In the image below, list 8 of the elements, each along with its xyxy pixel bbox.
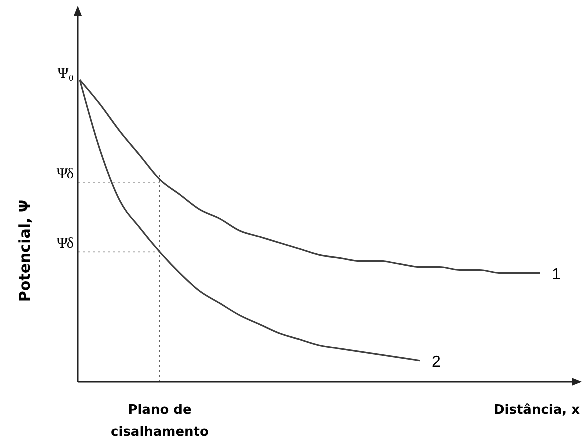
ref-line-label: Ψδ xyxy=(56,166,74,183)
x-axis-title: Distância, x xyxy=(494,403,581,418)
annotation: Ψ₀ xyxy=(58,66,74,82)
series-label: 1 xyxy=(552,266,561,284)
text: Plano de cisalhamento xyxy=(111,403,210,440)
y-axis-title: Potencial, Ψ xyxy=(16,200,34,302)
series-label: 2 xyxy=(432,354,441,371)
ref-line-label: Ψδ xyxy=(56,236,74,252)
